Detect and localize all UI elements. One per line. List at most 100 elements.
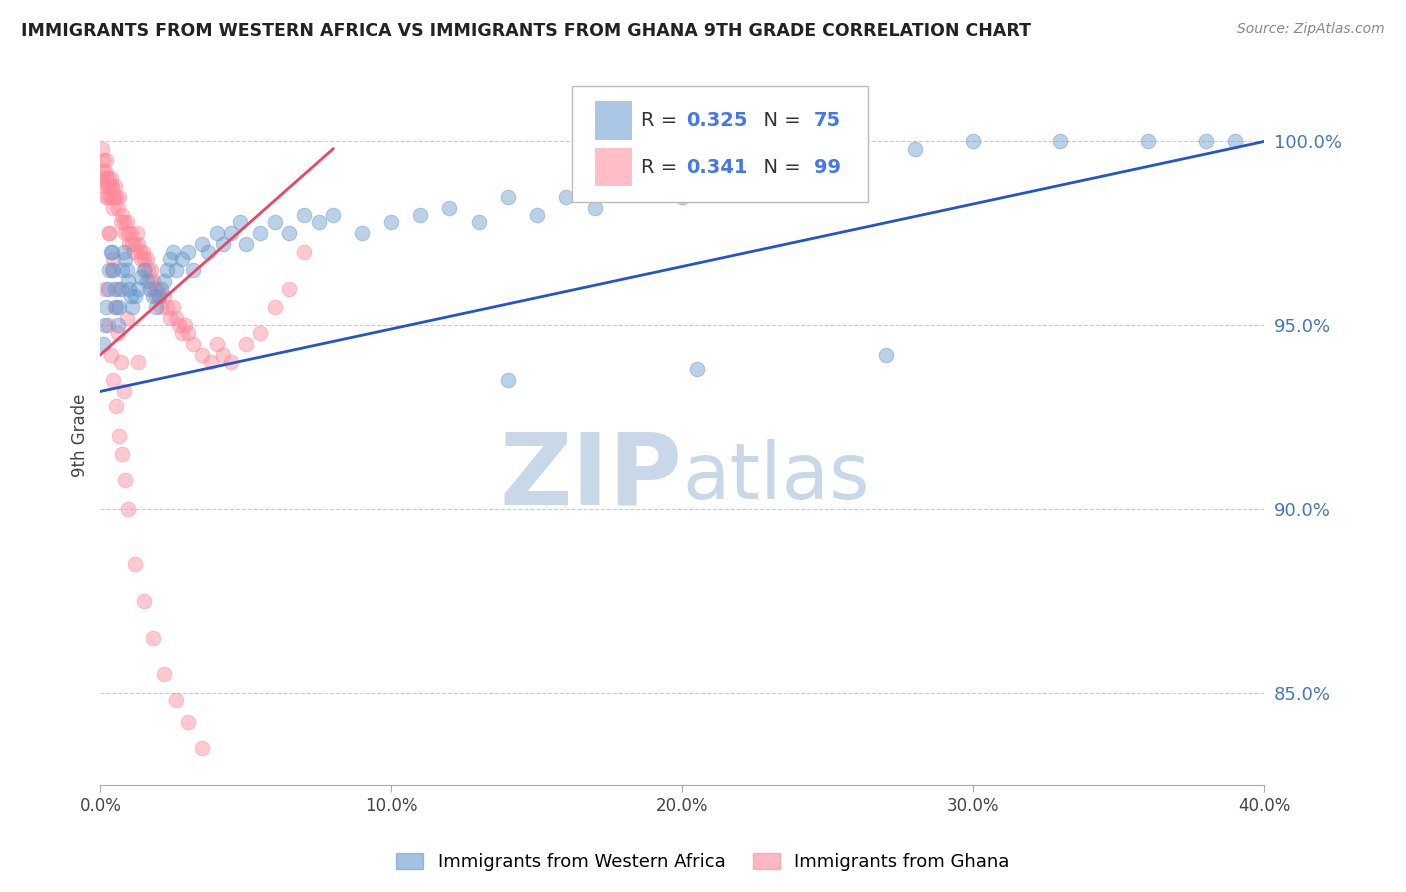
Point	[114, 252, 136, 266]
Point	[496, 189, 519, 203]
Point	[91, 336, 114, 351]
Point	[129, 252, 152, 266]
Text: ZIP: ZIP	[499, 429, 682, 526]
Point	[292, 244, 315, 259]
Point	[135, 252, 157, 266]
Point	[145, 300, 167, 314]
Point	[100, 244, 122, 259]
Point	[112, 215, 135, 229]
Point	[120, 289, 142, 303]
Point	[165, 263, 187, 277]
Text: R =: R =	[641, 158, 683, 177]
Text: atlas: atlas	[682, 440, 870, 516]
Point	[235, 336, 257, 351]
Point	[1049, 135, 1071, 149]
Point	[117, 274, 139, 288]
Point	[200, 355, 222, 369]
Point	[110, 355, 132, 369]
Point	[249, 227, 271, 241]
Point	[118, 237, 141, 252]
Point	[146, 281, 169, 295]
Point	[131, 244, 153, 259]
Point	[91, 153, 114, 167]
Point	[125, 227, 148, 241]
Point	[141, 263, 163, 277]
Point	[132, 263, 155, 277]
Point	[191, 237, 214, 252]
Text: 0.341: 0.341	[686, 158, 747, 177]
Point	[97, 281, 120, 295]
Point	[124, 289, 146, 303]
Point	[148, 289, 170, 303]
Point	[108, 189, 131, 203]
Point	[94, 153, 117, 167]
Point	[97, 171, 120, 186]
Point	[105, 399, 128, 413]
Point	[183, 336, 205, 351]
Point	[96, 300, 118, 314]
Point	[127, 355, 149, 369]
Point	[1223, 135, 1246, 149]
Point	[101, 178, 124, 193]
Point	[191, 348, 214, 362]
Point	[139, 281, 162, 295]
Point	[205, 336, 228, 351]
Text: R =: R =	[641, 112, 683, 130]
Text: 0.325: 0.325	[686, 112, 747, 130]
Point	[120, 227, 142, 241]
Point	[98, 189, 121, 203]
Point	[235, 237, 257, 252]
Point	[176, 244, 198, 259]
Point	[107, 281, 129, 295]
Point	[91, 164, 114, 178]
Point	[409, 208, 432, 222]
Point	[308, 215, 330, 229]
Point	[107, 201, 129, 215]
Point	[132, 594, 155, 608]
Point	[138, 263, 160, 277]
Point	[107, 326, 129, 340]
Point	[162, 244, 184, 259]
Point	[115, 263, 138, 277]
Point	[671, 189, 693, 203]
Point	[170, 252, 193, 266]
Point	[98, 227, 121, 241]
Point	[115, 310, 138, 325]
Point	[380, 215, 402, 229]
Point	[176, 715, 198, 730]
Point	[112, 384, 135, 399]
Point	[191, 741, 214, 756]
Point	[496, 373, 519, 387]
Legend: Immigrants from Western Africa, Immigrants from Ghana: Immigrants from Western Africa, Immigran…	[389, 846, 1017, 879]
Point	[156, 263, 179, 277]
Point	[93, 318, 115, 333]
Text: Source: ZipAtlas.com: Source: ZipAtlas.com	[1237, 22, 1385, 37]
Point	[127, 281, 149, 295]
Point	[124, 558, 146, 572]
Point	[613, 178, 636, 193]
Point	[219, 227, 242, 241]
Point	[142, 274, 165, 288]
Point	[117, 227, 139, 241]
Bar	[595, 102, 633, 140]
Point	[1136, 135, 1159, 149]
Point	[352, 227, 374, 241]
Point	[205, 227, 228, 241]
Point	[156, 300, 179, 314]
Point	[845, 153, 868, 167]
Point	[875, 348, 897, 362]
Point	[143, 281, 166, 295]
Point	[97, 189, 120, 203]
Point	[730, 171, 752, 186]
Point	[197, 244, 219, 259]
Point	[526, 208, 548, 222]
Text: N =: N =	[751, 112, 807, 130]
Point	[686, 362, 709, 376]
Point	[110, 281, 132, 295]
Point	[104, 300, 127, 314]
Point	[117, 502, 139, 516]
Point	[292, 208, 315, 222]
Point	[105, 300, 128, 314]
Point	[121, 237, 143, 252]
Point	[104, 281, 127, 295]
